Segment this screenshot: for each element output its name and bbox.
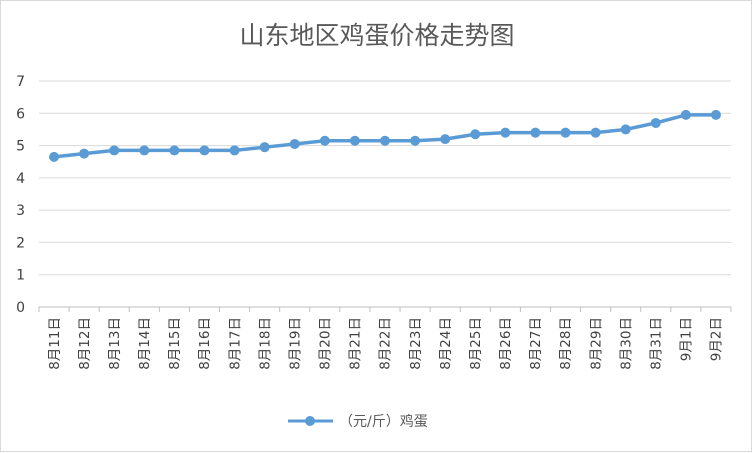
data-point	[349, 135, 360, 146]
data-point	[79, 148, 90, 159]
x-tick-label: 8月30日	[618, 317, 634, 370]
x-tick-label: 8月31日	[649, 317, 665, 370]
x-tick-label: 8月25日	[468, 317, 484, 370]
y-tick-label: 2	[16, 235, 25, 251]
x-tick-label: 8月19日	[287, 317, 303, 370]
legend: （元/斤）鸡蛋	[288, 413, 428, 430]
data-point	[710, 109, 721, 120]
x-tick-label: 8月16日	[197, 317, 213, 370]
x-tick-label: 8月21日	[348, 317, 364, 370]
y-tick-label: 5	[16, 139, 25, 155]
data-point	[680, 109, 691, 120]
data-point	[650, 117, 661, 128]
data-point	[319, 135, 330, 146]
x-tick-label: 8月20日	[318, 317, 334, 370]
x-tick-label: 8月12日	[77, 317, 93, 370]
x-tick-label: 8月11日	[47, 317, 63, 370]
legend-label: （元/斤）鸡蛋	[339, 413, 428, 430]
y-tick-label: 4	[16, 171, 25, 187]
data-point	[259, 142, 270, 153]
x-tick-label: 8月18日	[257, 317, 273, 370]
series-layer	[49, 109, 721, 162]
data-point	[229, 145, 240, 156]
x-tick-label: 8月23日	[408, 317, 424, 370]
x-tick-label: 8月28日	[558, 317, 574, 370]
x-tick-label: 8月17日	[227, 317, 243, 370]
x-tick-label: 8月27日	[528, 317, 544, 370]
data-point	[199, 145, 210, 156]
data-point	[139, 145, 150, 156]
x-tick-label: 8月13日	[107, 317, 123, 370]
x-tick-label: 8月22日	[378, 317, 394, 370]
data-point	[500, 127, 511, 138]
data-point	[560, 127, 571, 138]
y-axis-ticks: 0 1 2 3 4 5 6 7	[16, 74, 25, 316]
x-tick-label: 8月29日	[588, 317, 604, 370]
data-point	[620, 124, 631, 135]
data-point	[410, 135, 421, 146]
data-point	[380, 135, 390, 146]
data-point	[530, 127, 541, 138]
y-tick-label: 7	[16, 74, 25, 90]
x-tick-label: 8月15日	[167, 317, 183, 370]
data-point	[169, 145, 180, 156]
y-tick-label: 6	[16, 106, 25, 122]
data-point	[49, 151, 60, 162]
legend-point-marker	[305, 416, 315, 426]
y-tick-label: 0	[16, 300, 25, 316]
data-point	[470, 129, 481, 140]
gridlines	[38, 80, 732, 312]
data-point	[289, 138, 300, 149]
y-tick-label: 3	[16, 203, 25, 219]
data-point	[590, 127, 601, 138]
x-tick-label: 8月14日	[137, 317, 153, 370]
y-tick-label: 1	[16, 268, 25, 284]
x-tick-label: 8月24日	[438, 317, 454, 370]
data-point	[440, 134, 451, 145]
x-tick-label: 9月2日	[709, 317, 725, 361]
data-point	[109, 145, 120, 156]
x-axis-ticks: 8月11日 8月12日 8月13日 8月14日 8月15日 8月16日 8月17日 8月18日…	[47, 317, 725, 370]
chart-title: 山东地区鸡蛋价格走势图	[239, 21, 514, 50]
x-tick-label: 8月26日	[498, 317, 514, 370]
x-tick-label: 9月1日	[679, 317, 695, 361]
